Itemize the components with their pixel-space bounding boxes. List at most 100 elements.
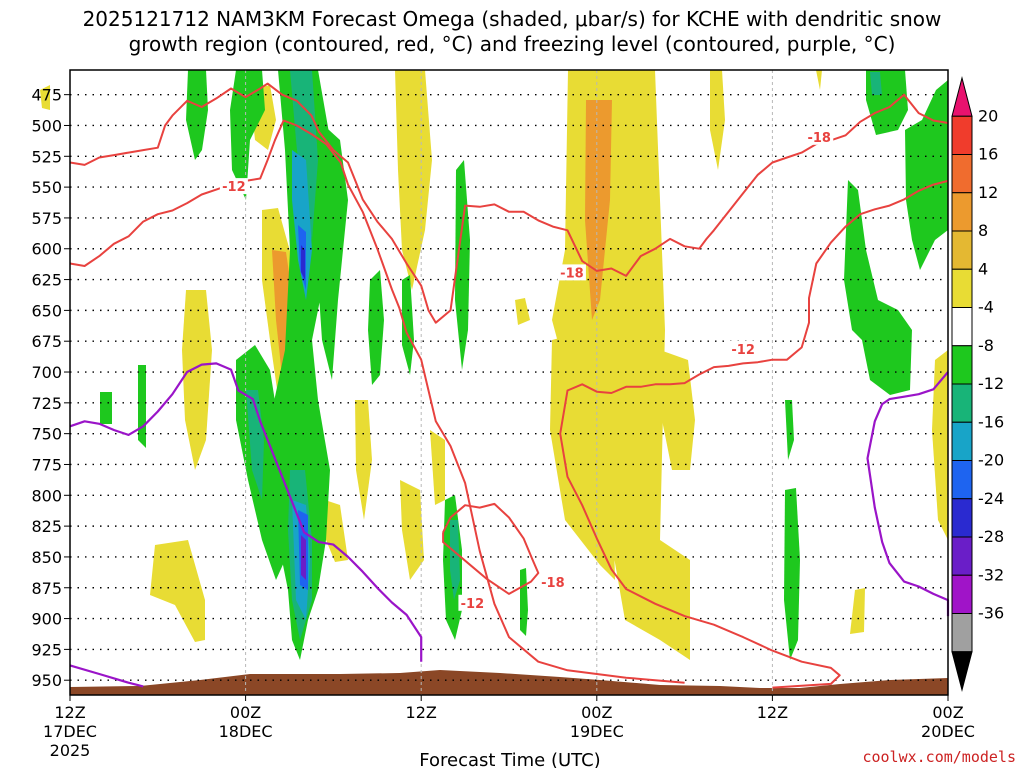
x-tick-label: 20DEC [921,722,975,741]
colorbar-label: -28 [978,527,1004,546]
colorbar-swatch [951,498,973,538]
grid [70,70,948,695]
omega-negative-area [186,70,208,160]
y-tick-label: 950 [31,671,62,690]
contour-label-bg [557,264,586,281]
y-tick-label: 475 [31,86,62,105]
colorbar-label: -16 [978,412,1004,431]
contour-label: -12 [222,180,246,195]
colorbar-label: -32 [978,565,1004,584]
colorbar-label: 8 [978,221,988,240]
omega-negative-area [100,392,112,424]
colorbar-swatch [951,383,973,423]
omega-positive-area [355,400,372,520]
dgz-contour-line [442,502,540,595]
omega-negative-area [230,70,265,200]
omega-negative-area [784,488,800,660]
chart-title-line-2: growth region (contoured, red, °C) and f… [129,32,896,56]
x-tick-label: 00Z [230,703,261,722]
omega-negative-area [368,270,384,385]
contour-labels: -12 -18 -18 -12 -12 -18 [219,128,834,612]
colorbar-label: -4 [978,298,994,317]
contour-label-bg [219,178,248,195]
colorbar-label: -20 [978,451,1004,470]
colorbar-swatch [951,651,973,692]
omega-negative-area [905,80,948,270]
colorbar-swatch [951,460,973,500]
y-tick-label: 700 [31,363,62,382]
colorbar-swatch [951,536,973,576]
colorbar-swatch [951,613,973,653]
colorbar-label: 20 [978,106,998,125]
colorbar-swatch [951,307,973,347]
contour-label-bg [729,340,758,357]
omega-positive-area [182,290,212,470]
freezing-level-line [69,362,423,662]
x-tick-label: 00Z [932,703,963,722]
y-tick-label: 650 [31,301,62,320]
y-tick-label: 525 [31,147,62,166]
x-tick-label: 17DEC [43,722,97,741]
freezing-level-line [69,664,144,688]
x-tick-label: 00Z [581,703,612,722]
x-tick-label: 19DEC [570,722,624,741]
y-tick-label: 725 [31,394,62,413]
chart-title-line-1: 2025121712 NAM3KM Forecast Omega (shaded… [83,7,942,31]
omega-positive-area [710,70,725,170]
y-tick-label: 675 [31,332,62,351]
colorbar-label: -8 [978,336,994,355]
omega-positive-area [40,85,50,110]
colorbar-swatch [951,421,973,461]
y-tick-label: 800 [31,486,62,505]
y-tick-label: 775 [31,455,62,474]
colorbar-label: 16 [978,145,998,164]
colorbar-label: -12 [978,374,1004,393]
omega-positive-area [150,540,205,642]
contour-label: -18 [560,266,584,281]
colorbar-swatch [951,192,973,232]
omega-negative-area [870,72,882,95]
dgz-contour-line [69,119,685,684]
contour-label-bg [538,573,567,590]
y-tick-label: 575 [31,209,62,228]
colorbar-label: -24 [978,489,1004,508]
y-tick-label: 850 [31,548,62,567]
freezing-level-line [866,371,950,617]
omega-positive-area [515,298,530,325]
omega-positive-area [816,70,822,90]
omega-negative-area [455,160,470,370]
freezing-level-contours [69,362,950,688]
contour-label: -18 [541,576,565,591]
terrain-area [70,670,948,695]
terrain-fill [70,670,948,695]
y-tick-label: 875 [31,579,62,598]
omega-positive-area [400,480,424,580]
colorbar: 20 16 12 8 4 -4 -8 -12 -16 -20 -24 -28 -32 -36 [951,76,1004,692]
y-tick-label: 625 [31,271,62,290]
y-tick-label: 825 [31,517,62,536]
colorbar-label: 12 [978,183,998,202]
colorbar-swatch [951,574,973,614]
contour-label-bg [458,594,487,611]
dgz-contour-line [559,179,949,689]
x-axis-label: Forecast Time (UTC) [419,750,600,768]
colorbar-swatch [951,115,973,155]
x-tick-label: 12Z [406,703,437,722]
x-tick-label: 12Z [54,703,85,722]
contour-label: -18 [807,131,831,146]
contour-label: -12 [461,597,485,612]
omega-negative-area [292,150,312,300]
colorbar-label: -36 [978,604,1004,623]
omega-positive-area [850,588,865,634]
omega-negative-area [138,365,146,448]
omega-negative-area [316,120,348,380]
contour-label: -12 [731,343,755,358]
y-tick-label: 900 [31,610,62,629]
y-tick-label: 925 [31,640,62,659]
y-tick-label: 600 [31,240,62,259]
plot-frame [69,69,949,696]
contour-label-bg [805,128,834,145]
dgz-contours [69,82,949,689]
